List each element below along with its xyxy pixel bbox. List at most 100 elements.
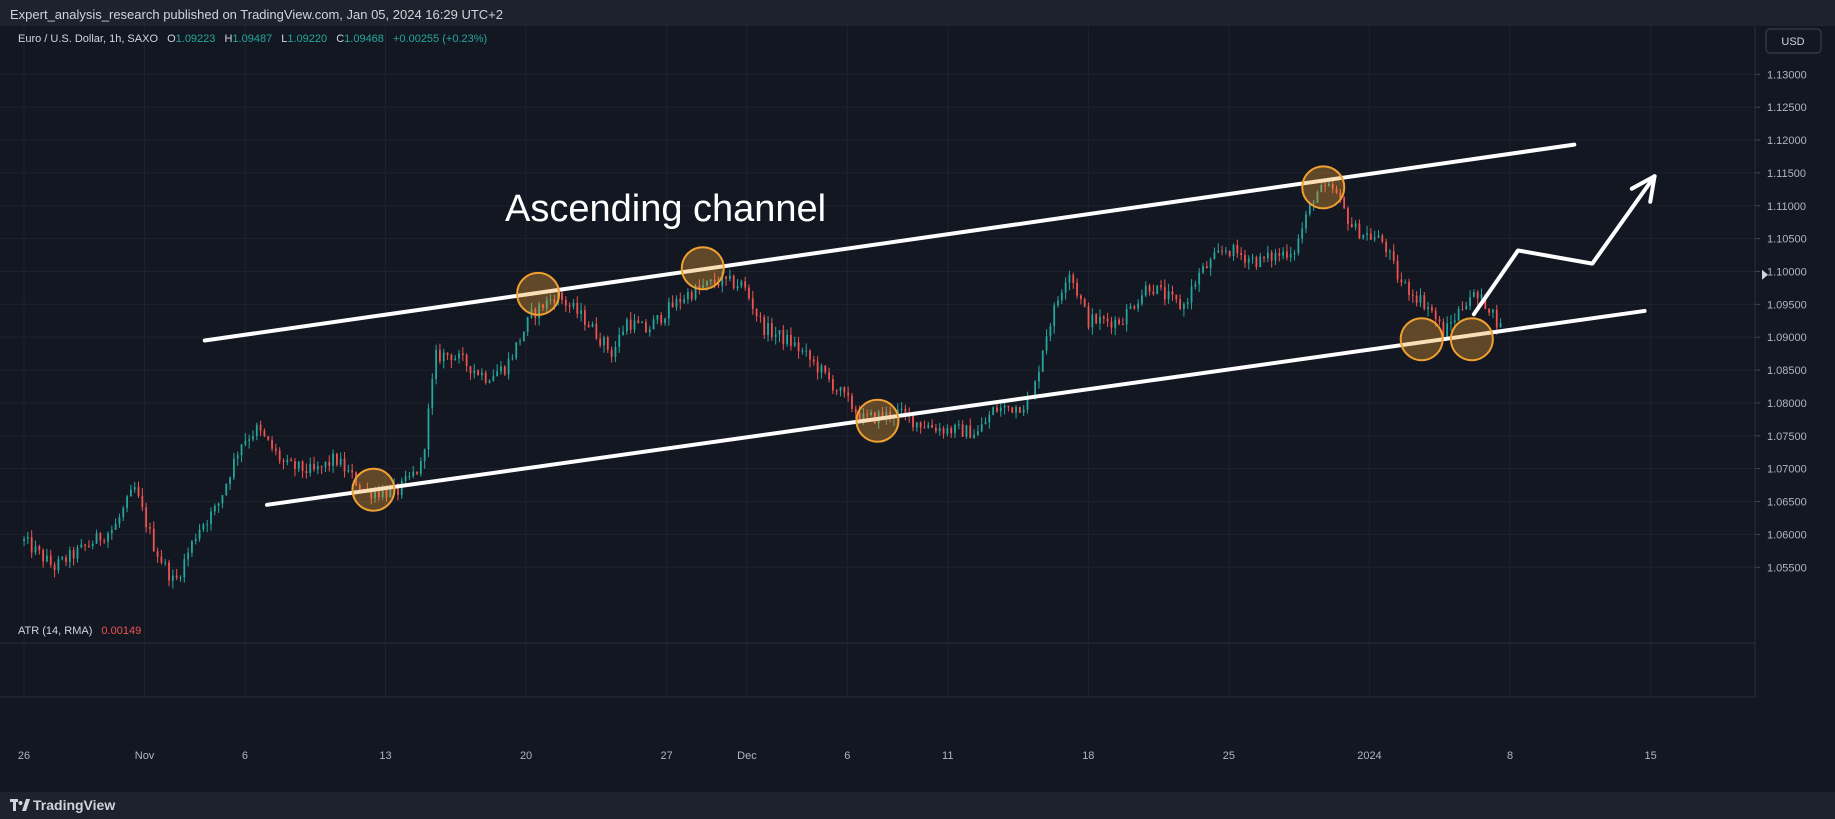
candle-body [1205, 266, 1208, 269]
currency-button[interactable]: USD [1765, 28, 1822, 54]
candle-body [522, 331, 525, 342]
candle-body [435, 349, 438, 380]
candle-body [1308, 203, 1311, 215]
candle-body [404, 476, 407, 481]
candle-body [801, 350, 804, 352]
candle-body [1419, 295, 1422, 303]
candle-body [61, 557, 64, 560]
candle-body [1480, 294, 1483, 299]
candle-body [1316, 192, 1319, 203]
candle-body [660, 315, 663, 324]
candle-body [1247, 258, 1250, 263]
touch-point-circle [855, 398, 900, 443]
candle-body [419, 461, 422, 474]
candle-body [755, 309, 758, 317]
candle-body [46, 555, 48, 562]
time-axis[interactable]: 26 Nov 6 13 20 27 Dec 6 11 18 25 2024 8 15 [18, 750, 1657, 762]
candlesticks [23, 177, 1502, 589]
candle-body [244, 440, 247, 445]
candle-body [309, 463, 312, 474]
candle-body [118, 517, 121, 524]
candle-body [278, 450, 281, 461]
candle-body [1446, 323, 1449, 338]
candle-body [1263, 256, 1265, 259]
candle-body [267, 436, 270, 440]
candle-body [458, 353, 460, 359]
channel-lines[interactable] [202, 142, 1647, 507]
candle-body [114, 523, 117, 530]
candle-body [568, 305, 571, 307]
candle-body [91, 543, 94, 546]
candle-body [519, 341, 521, 343]
candle-body [1492, 309, 1494, 313]
candle-body [1018, 406, 1021, 413]
candle-body [156, 551, 159, 557]
candle-body [1179, 299, 1181, 310]
candle-body [168, 562, 170, 581]
candle-body [1194, 284, 1197, 287]
candle-body [30, 537, 33, 553]
candle-body [1327, 184, 1330, 186]
candle-body [843, 387, 846, 393]
candle-body [297, 461, 300, 469]
candle-body [480, 372, 483, 376]
candle-body [1053, 305, 1056, 327]
candle-body [1450, 322, 1452, 324]
candle-body [931, 424, 933, 428]
candle-body [427, 408, 430, 450]
candle-body [904, 408, 907, 414]
price-chart[interactable]: 1.13000 1.12500 1.12000 1.11500 1.11000 1.105… [0, 26, 1835, 792]
candle-body [198, 529, 201, 539]
x-tick-label: Nov [135, 750, 155, 762]
candle-body [706, 281, 708, 286]
candle-body [1133, 306, 1136, 309]
candle-body [870, 412, 872, 415]
candle-body [1221, 250, 1223, 252]
candle-body [534, 309, 537, 318]
candle-body [324, 461, 327, 467]
candle-body [973, 434, 975, 439]
candle-body [1495, 309, 1498, 328]
candle-body [1091, 314, 1094, 328]
candle-body [358, 485, 361, 490]
candle-body [1350, 224, 1353, 228]
annotation-text: Ascending channel [505, 188, 826, 230]
candle-body [1141, 295, 1143, 304]
candle-body [847, 392, 850, 396]
candle-body [1484, 294, 1487, 309]
candle-body [572, 302, 575, 307]
candle-body [687, 292, 689, 300]
candle-body [1167, 291, 1170, 300]
candle-body [1163, 287, 1166, 300]
candle-body [164, 562, 167, 564]
candle-body [1045, 336, 1048, 351]
candle-body [1060, 292, 1063, 301]
candle-body [1144, 285, 1147, 296]
candle-body [1339, 192, 1342, 198]
candle-body [1297, 238, 1300, 253]
candle-body [160, 556, 163, 563]
candle-body [423, 449, 426, 462]
channel-line-upper [202, 142, 1577, 343]
candle-body [748, 287, 750, 299]
price-axis[interactable]: 1.13000 1.12500 1.12000 1.11500 1.11000 1.105… [1755, 69, 1807, 574]
projection-arrow[interactable] [1471, 174, 1657, 317]
brand-name[interactable]: TradingView [33, 797, 116, 813]
candle-body [347, 470, 350, 472]
candle-body [259, 424, 262, 431]
candle-body [1049, 326, 1052, 337]
candle-body [1244, 255, 1246, 263]
candle-body [1251, 257, 1254, 259]
chart-area[interactable]: 1.13000 1.12500 1.12000 1.11500 1.11000 1.105… [0, 26, 1835, 792]
candle-body [736, 286, 739, 289]
candle-body [1305, 214, 1307, 229]
candle-body [980, 424, 983, 432]
candle-body [42, 550, 45, 562]
candle-body [759, 316, 762, 318]
candle-body [454, 358, 457, 361]
candle-body [1259, 256, 1262, 268]
candle-body [126, 496, 128, 509]
y-tick-label: 1.11500 [1767, 168, 1806, 180]
candle-body [629, 319, 632, 330]
candle-body [1087, 306, 1090, 328]
